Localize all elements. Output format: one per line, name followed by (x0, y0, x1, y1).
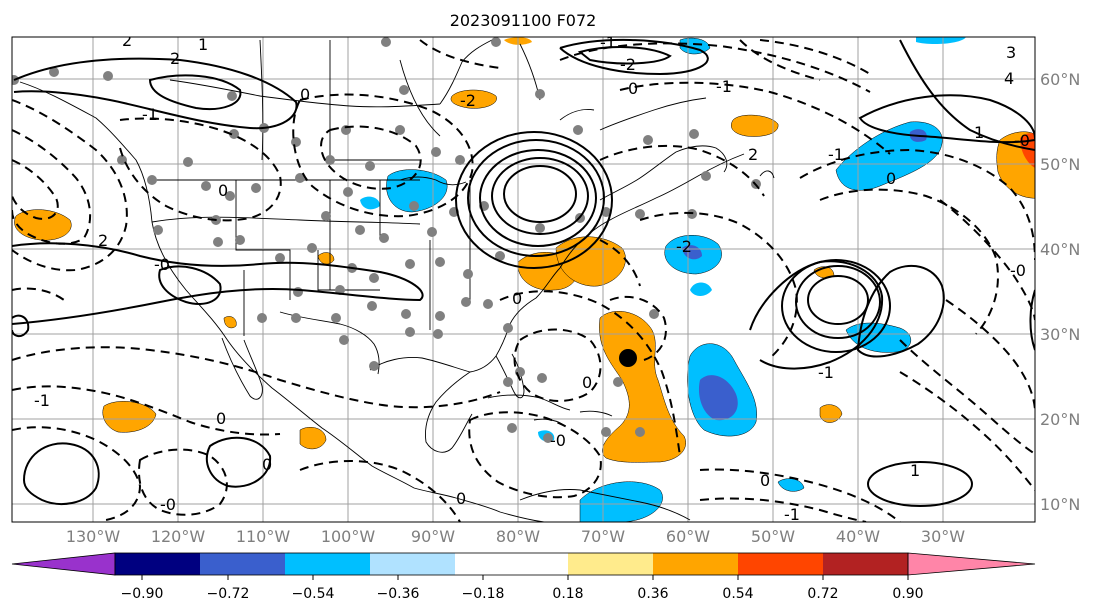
contour-label: 1 (910, 461, 920, 480)
contour-label: 3 (1006, 43, 1016, 62)
graticule (12, 37, 1035, 522)
colorbar-segment (115, 553, 200, 575)
contour-label: 1 (198, 35, 208, 54)
colorbar-segment (11, 552, 116, 576)
lon-tick-label: 100°W (321, 527, 376, 546)
contour-label: 0 (456, 489, 466, 508)
contour-label: 1 (974, 123, 984, 142)
colorbar-frame (114, 552, 909, 576)
lon-tick-label: 40°W (836, 527, 880, 546)
colorbar-tick-label: 0.72 (807, 586, 838, 602)
negative-anomaly-regions (360, 37, 966, 522)
lon-tick-label: 30°W (921, 527, 965, 546)
colorbar-tick-label: −0.90 (121, 586, 164, 602)
storm-center-marker (619, 349, 637, 367)
contour-label: -1 (142, 105, 158, 124)
coastlines-and-borders (19, 39, 775, 522)
lat-tick-label: 30°N (1040, 325, 1080, 344)
lon-tick-label: 110°W (236, 527, 291, 546)
map-area: 2 2 1 -1 0 0 -2 -1 2 -1 0 -2 2 -1 0 1 3 … (12, 31, 1035, 524)
contour-label: -2 (620, 55, 636, 74)
contour-label: 2 (122, 31, 132, 50)
lon-tick-label: 90°W (411, 527, 455, 546)
contour-label: -0 (154, 255, 170, 274)
map-title: 2023091100 F072 (450, 11, 597, 30)
map-frame (11, 36, 1036, 523)
lat-tick-label: 20°N (1040, 410, 1080, 429)
colorbar-segment (823, 553, 908, 575)
colorbar-tick-label: −0.72 (207, 586, 250, 602)
colorbar-segment (285, 553, 370, 575)
colorbar-tick-marks (141, 575, 909, 580)
lon-tick-label: 50°W (751, 527, 795, 546)
contour-label: -1 (600, 33, 616, 52)
colorbar-segment (568, 553, 653, 575)
colorbar-segment (200, 553, 285, 575)
lon-tick-label: 120°W (151, 527, 206, 546)
contour-label: -0 (1010, 261, 1026, 280)
contour-label: 0 (582, 373, 592, 392)
contour-label: 0 (300, 85, 310, 104)
contour-label: -1 (34, 391, 50, 410)
observation-station-dots (12, 37, 761, 443)
contour-label: 4 (1004, 69, 1014, 88)
contour-label: 2 (748, 145, 758, 164)
contour-label: 0 (216, 409, 226, 428)
contour-label: 0 (628, 79, 638, 98)
contour-label: 2 (170, 49, 180, 68)
contour-lines (12, 39, 1035, 522)
contour-label: -0 (1014, 131, 1030, 150)
lon-tick-label: 80°W (496, 527, 540, 546)
colorbar-tick-label: −0.18 (462, 586, 505, 602)
contour-label: -0 (550, 431, 566, 450)
contour-label: -1 (784, 505, 800, 524)
colorbar-tick-label: −0.36 (377, 586, 420, 602)
contour-label: 0 (760, 471, 770, 490)
colorbar-segment (370, 553, 455, 575)
contour-label: 2 (98, 231, 108, 250)
colorbar: −0.90 −0.72 −0.54 −0.36 −0.18 0.18 0.36 … (11, 552, 1036, 602)
colorbar-segment (907, 552, 1036, 576)
colorbar-tick-label: 0.54 (722, 586, 753, 602)
lat-tick-label: 50°N (1040, 155, 1080, 174)
lat-tick-label: 10°N (1040, 495, 1080, 514)
longitude-axis: 130°W 120°W 110°W 100°W 90°W 80°W 70°W 6… (66, 527, 965, 546)
lat-tick-label: 40°N (1040, 240, 1080, 259)
colorbar-tick-label: −0.54 (292, 586, 335, 602)
contour-label: -2 (460, 91, 476, 110)
colorbar-segment (738, 553, 823, 575)
colorbar-tick-label: 0.36 (637, 586, 668, 602)
negative-contours (12, 39, 1035, 522)
lat-tick-label: 60°N (1040, 70, 1080, 89)
contour-label: 0 (218, 181, 228, 200)
latitude-axis: 60°N 50°N 40°N 30°N 20°N 10°N (1040, 70, 1080, 514)
contour-label: -0 (160, 495, 176, 514)
colorbar-tick-label: 0.18 (552, 586, 583, 602)
lon-tick-label: 70°W (581, 527, 625, 546)
contour-label: 0 (886, 169, 896, 188)
lon-tick-label: 130°W (66, 527, 121, 546)
contour-label: -2 (676, 237, 692, 256)
contour-label: 0 (262, 455, 272, 474)
contour-label: -1 (828, 145, 844, 164)
colorbar-tick-label: 0.90 (892, 586, 923, 602)
contour-label: -1 (716, 77, 732, 96)
contour-label: -1 (818, 363, 834, 382)
colorbar-segment (455, 553, 568, 575)
contour-labels: 2 2 1 -1 0 0 -2 -1 2 -1 0 -2 2 -1 0 1 3 … (34, 31, 1030, 524)
contour-label: 0 (512, 289, 522, 308)
lon-tick-label: 60°W (666, 527, 710, 546)
colorbar-segment (653, 553, 738, 575)
